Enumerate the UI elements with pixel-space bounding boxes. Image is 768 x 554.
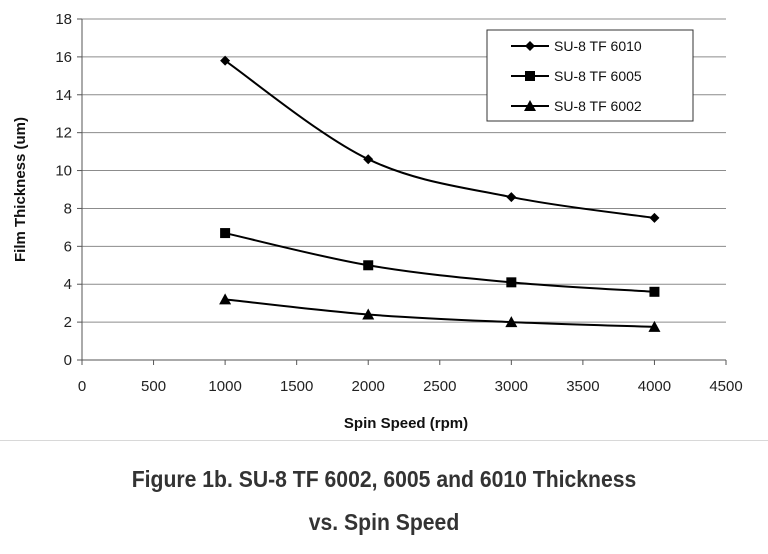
y-tick-label-0: 0 — [64, 352, 72, 369]
series-0-point-2 — [506, 192, 517, 203]
legend-marker-2 — [524, 100, 536, 111]
y-tick-label-7: 14 — [55, 87, 72, 104]
y-tick-label-5: 10 — [55, 163, 72, 180]
series-0-point-3 — [649, 212, 660, 223]
x-tick-label-2: 1000 — [208, 378, 241, 395]
x-tick-label-0: 0 — [78, 378, 86, 395]
series-0-point-0 — [220, 55, 231, 66]
y-tick-label-8: 16 — [55, 49, 72, 66]
divider — [0, 440, 768, 441]
series-1-point-3 — [649, 286, 660, 297]
series-1-point-2 — [506, 277, 517, 288]
x-tick-label-8: 4000 — [638, 378, 671, 395]
legend-marker-1 — [525, 71, 535, 81]
y-tick-label-3: 6 — [64, 238, 72, 255]
series-2-point-2 — [505, 316, 518, 328]
series-line-1 — [224, 232, 655, 293]
x-tick-label-9: 4500 — [709, 378, 742, 395]
series-line-2 — [225, 298, 655, 328]
x-tick-label-4: 2000 — [352, 378, 385, 395]
line-chart: 0 2 4 6 8 10 12 14 16 18 0 500 1000 1500 2000 2500 3000 3… — [12, 11, 743, 432]
series-0-point-1 — [363, 154, 374, 165]
series-line-0 — [224, 59, 655, 219]
figure-caption: Figure 1b. SU-8 TF 6002, 6005 and 6010 T… — [0, 458, 768, 544]
y-axis-title: Film Thickness (um) — [12, 117, 29, 262]
series-2-point-0 — [219, 293, 232, 305]
series-1-point-0 — [220, 228, 231, 239]
x-axis-title: Spin Speed (rpm) — [344, 415, 468, 432]
series-2-point-3 — [648, 320, 661, 332]
y-tick-label-1: 2 — [64, 314, 72, 331]
legend-label-2: SU-8 TF 6002 — [554, 98, 642, 114]
caption-line-1: Figure 1b. SU-8 TF 6002, 6005 and 6010 T… — [131, 466, 637, 492]
legend-label-1: SU-8 TF 6005 — [554, 68, 642, 84]
x-tick-label-1: 500 — [141, 378, 166, 395]
y-tick-label-9: 18 — [55, 11, 72, 28]
x-tick-label-6: 3000 — [495, 378, 528, 395]
x-tick-label-3: 1500 — [280, 378, 313, 395]
x-tick-label-5: 2500 — [423, 378, 456, 395]
x-tick-label-7: 3500 — [566, 378, 599, 395]
chart-area: 0 2 4 6 8 10 12 14 16 18 0 500 1000 1500 2000 2500 3000 3… — [12, 11, 743, 432]
y-tick-label-6: 12 — [55, 125, 72, 142]
caption-line-2: vs. Spin Speed — [308, 509, 460, 535]
legend-marker-0 — [525, 41, 535, 51]
legend-label-0: SU-8 TF 6010 — [554, 38, 642, 54]
series-1-point-1 — [363, 260, 374, 271]
series-2-point-1 — [362, 308, 375, 320]
y-tick-label-4: 8 — [64, 200, 72, 217]
y-tick-label-2: 4 — [64, 276, 72, 293]
